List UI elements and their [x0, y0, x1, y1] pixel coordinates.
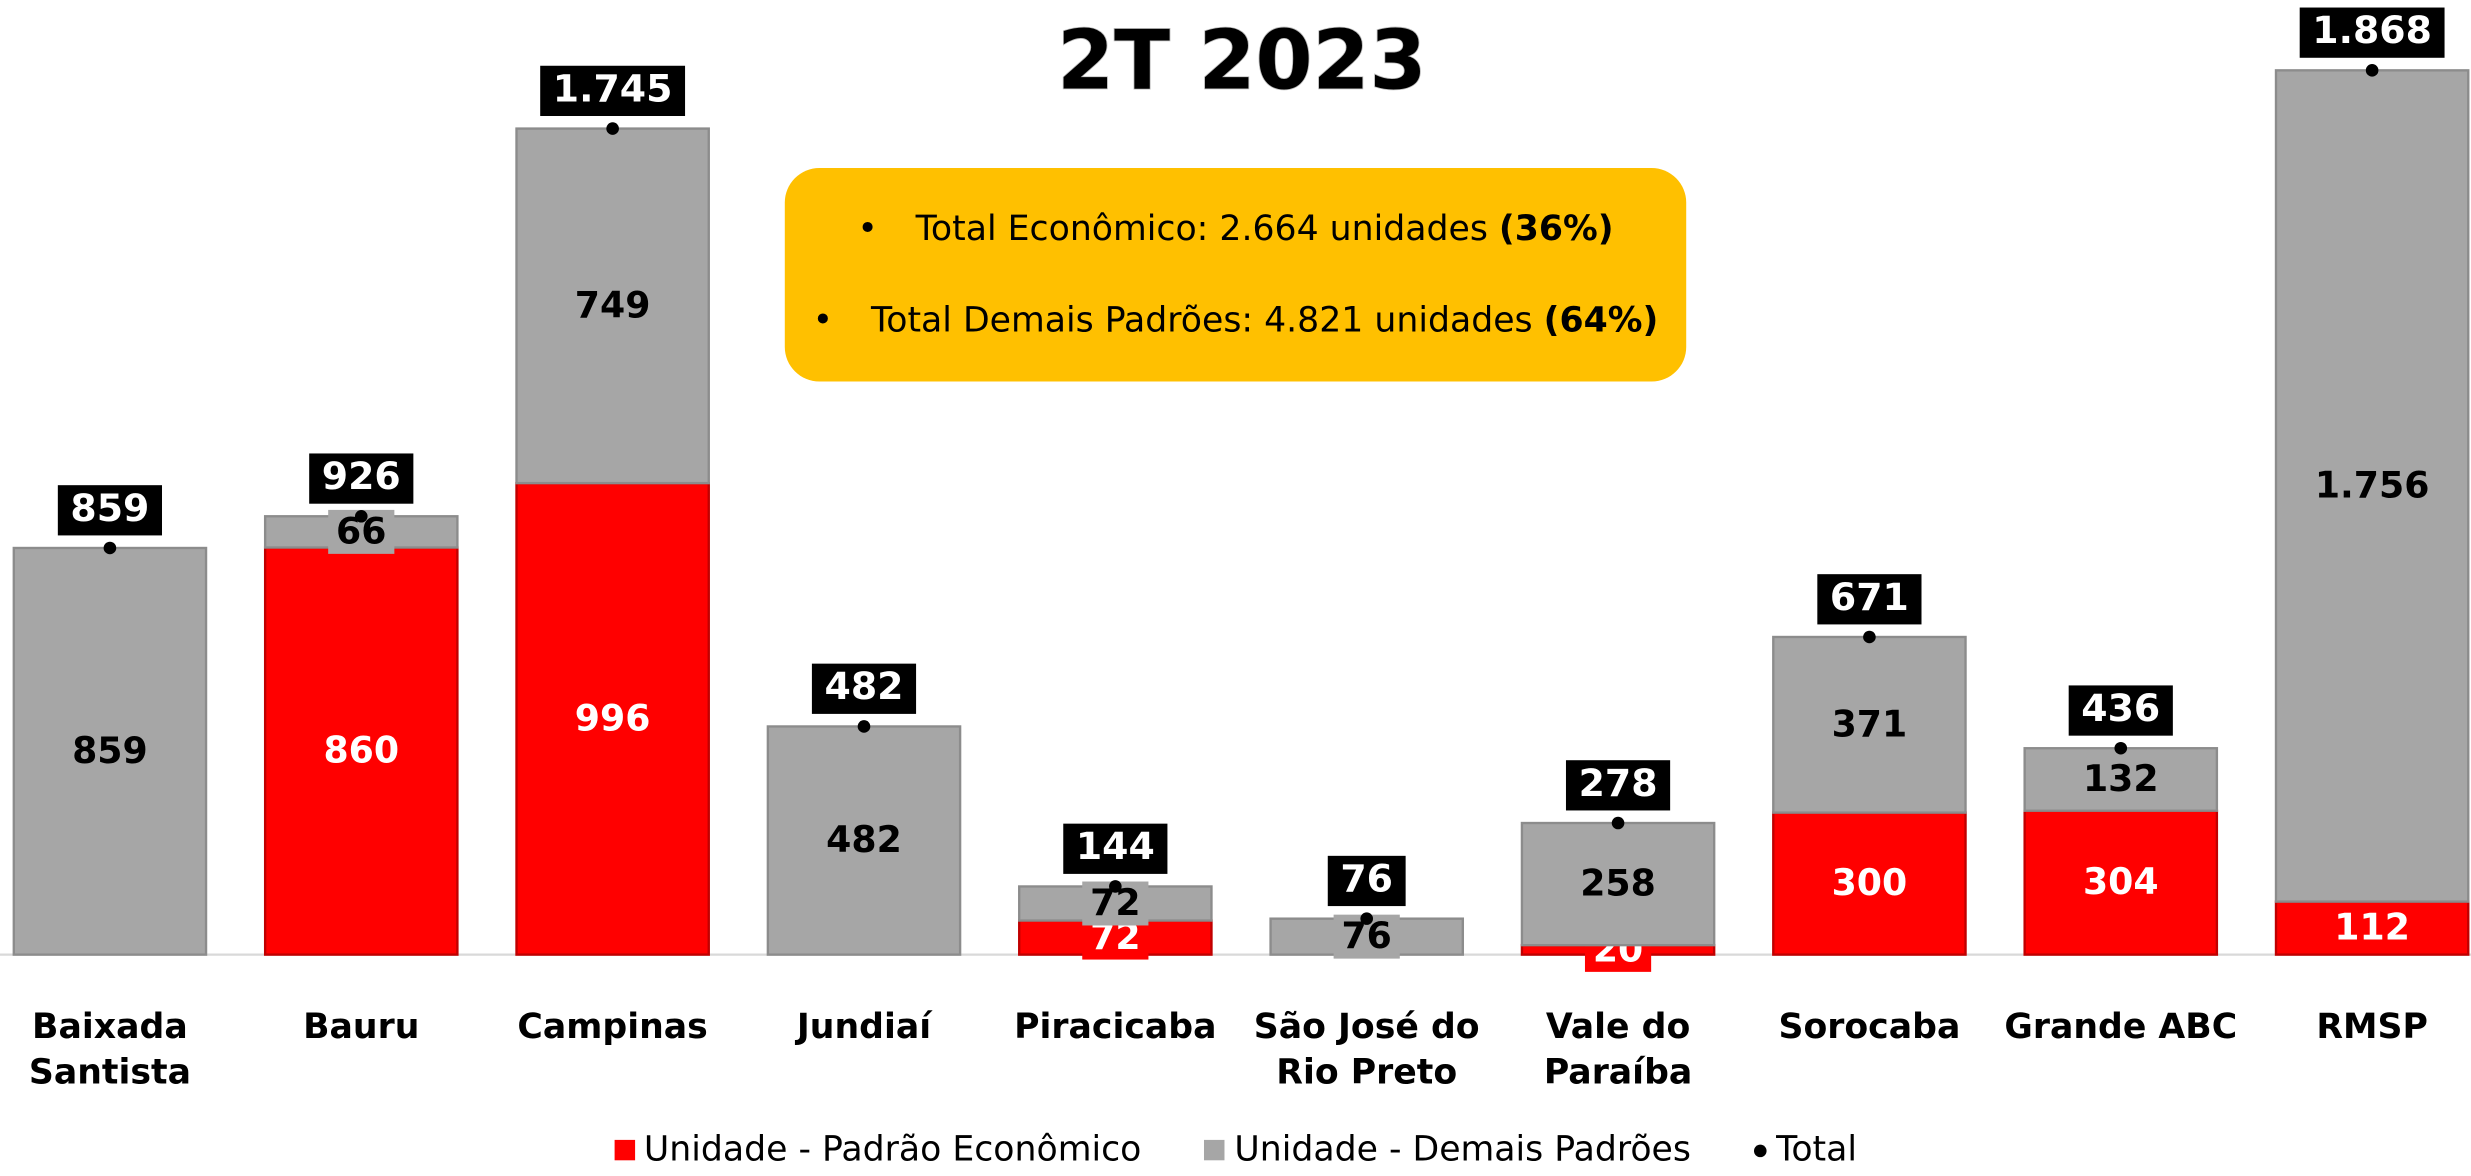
total-label-bg — [811, 663, 917, 714]
segment-label: 1.756 — [2315, 464, 2430, 507]
total-marker — [1109, 880, 1122, 893]
total-label-bg — [2299, 7, 2445, 58]
x-tick-label: Baixada Santista — [28, 1008, 191, 1093]
segment-label: 132 — [2083, 757, 2159, 800]
total-label-bg — [1063, 823, 1168, 874]
total-label: 671 — [1830, 575, 1909, 619]
total-label: 926 — [322, 454, 401, 498]
total-label-bg — [57, 485, 163, 536]
annotation-emphasis: (36%) — [1498, 210, 1614, 250]
segment-label: 859 — [72, 729, 148, 772]
total-label: 859 — [70, 486, 149, 530]
total-marker — [1611, 816, 1625, 830]
segment-label-bg — [315, 729, 407, 774]
segment-label-bg — [2075, 860, 2167, 905]
segment-label-bg — [2326, 906, 2418, 951]
total-marker — [606, 122, 619, 135]
segment-label: 300 — [1832, 861, 1908, 904]
annotation-text: Total Demais Padrões: 4.821 unidades — [870, 301, 1533, 341]
total-label-bg — [309, 453, 414, 504]
total-marker — [857, 720, 871, 733]
x-tick-label: Vale do Paraíba — [1543, 1008, 1693, 1093]
total-label-bg — [540, 65, 686, 117]
legend: Unidade - Padrão Econômico Unidade - Dema… — [0, 1130, 2471, 1170]
total-label-bg — [1817, 574, 1922, 625]
annotation-emphasis: (64%) — [1543, 301, 1659, 341]
total-label: 436 — [2081, 686, 2160, 730]
x-tick-label: Bauru — [303, 1008, 420, 1048]
annotation: • Total Econômico: 2.664 unidades (36%) — [785, 210, 1686, 249]
annotation: • Total Demais Padrões: 4.821 unidades (6… — [785, 301, 1686, 340]
segment-label: 304 — [2083, 860, 2159, 903]
x-tick-label: Campinas — [517, 1008, 708, 1048]
total-label-bg — [1327, 855, 1406, 907]
bullet: • — [812, 301, 834, 341]
legend-item: Unidade - Padrão Econômico — [613, 1130, 1142, 1170]
x-tick-label: Jundiaí — [796, 1008, 932, 1048]
legend-item: Unidade - Demais Padrões — [1204, 1130, 1691, 1170]
total-marker — [1863, 630, 1876, 644]
total-label-bg — [2068, 685, 2173, 736]
segment-label-bg — [64, 729, 156, 774]
chart-title: 2T 2023 — [1057, 13, 1426, 108]
total-label: 1.745 — [553, 66, 673, 110]
total-label: 76 — [1340, 857, 1393, 901]
segment-label-bg — [818, 818, 910, 863]
segment-label-bg — [566, 696, 659, 741]
total-label-bg — [1565, 760, 1671, 811]
total-label: 144 — [1076, 824, 1155, 868]
legend-label: Unidade - Demais Padrões — [1234, 1130, 1691, 1170]
segment-label-bg — [2075, 757, 2167, 802]
total-marker — [103, 541, 117, 555]
x-tick-label: São José do Rio Preto — [1253, 1008, 1480, 1093]
legend-label: Total — [1776, 1130, 1858, 1170]
bullet: • — [857, 210, 878, 250]
segment-label: 996 — [575, 696, 651, 739]
annotation-text: Total Econômico: 2.664 unidades — [915, 210, 1488, 250]
total-marker — [2114, 741, 2128, 755]
segment-label: 112 — [2334, 906, 2410, 949]
total-label: 278 — [1579, 761, 1658, 805]
legend-item: Total — [1754, 1130, 1858, 1170]
legend-label: Unidade - Padrão Econômico — [643, 1130, 1142, 1170]
segment-label: 749 — [575, 283, 651, 326]
total-marker — [354, 509, 368, 523]
total-marker — [1360, 912, 1374, 925]
segment-label: 860 — [323, 729, 399, 772]
segment-label: 258 — [1580, 862, 1656, 905]
segment-label-bg — [1823, 861, 1916, 906]
segment-label-bg — [2306, 463, 2438, 508]
legend-swatch — [1754, 1144, 1767, 1158]
segment-label: 371 — [1832, 702, 1908, 745]
total-marker — [2365, 64, 2379, 77]
total-label: 1.868 — [2312, 8, 2432, 52]
x-tick-label: Grande ABC — [2004, 1008, 2238, 1048]
x-tick-label: Sorocaba — [1778, 1008, 1961, 1048]
total-label: 482 — [825, 664, 904, 708]
x-tick-label: Piracicaba — [1014, 1008, 1217, 1048]
segment-label: 482 — [826, 818, 902, 861]
annotation-box: • Total Econômico: 2.664 unidades (36%) • T… — [784, 168, 1687, 382]
x-tick-label: RMSP — [2316, 1008, 2428, 1048]
legend-swatch — [613, 1139, 635, 1161]
segment-label-bg — [566, 283, 659, 328]
segment-label-bg — [1572, 862, 1664, 907]
legend-swatch — [1204, 1139, 1225, 1161]
segment-label-bg — [1823, 702, 1916, 747]
